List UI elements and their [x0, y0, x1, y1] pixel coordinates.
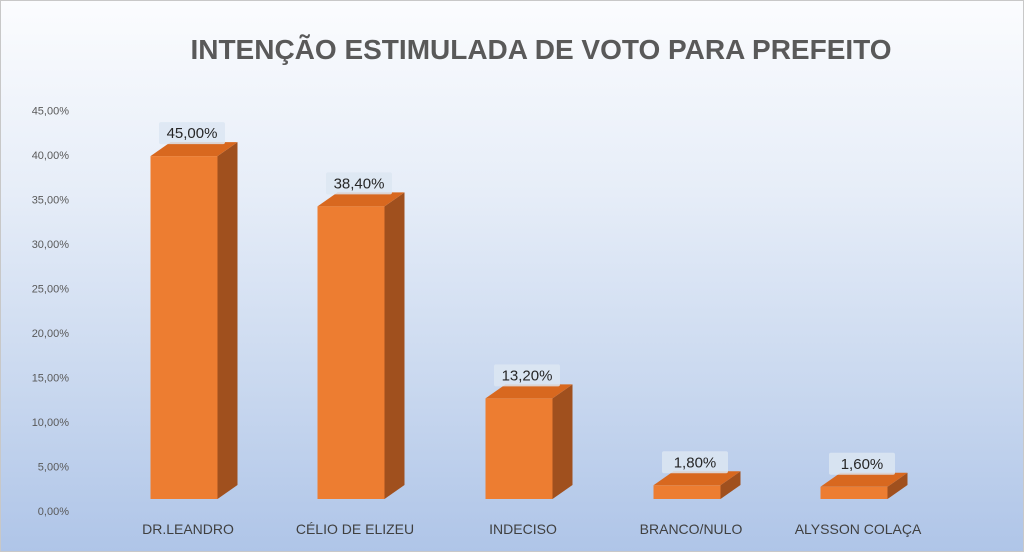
y-tick-label: 15,00% [32, 373, 70, 385]
y-tick-label: 0,00% [38, 506, 69, 518]
y-tick-label: 30,00% [32, 239, 70, 251]
data-label-box [159, 122, 225, 145]
chart-title: INTENÇÃO ESTIMULADA DE VOTO PARA PREFEIT… [190, 34, 891, 65]
data-labels: 45,00% 38,40% 13,20% 1,80% 1,60% [159, 122, 895, 475]
data-label: 45,00% [159, 122, 225, 145]
bar-top [653, 471, 741, 486]
data-label-text: 1,60% [841, 456, 884, 473]
data-label-box [829, 452, 895, 475]
bar [485, 384, 573, 499]
bar-top [820, 472, 908, 487]
bar-side [720, 471, 741, 499]
y-tick-label: 20,00% [32, 328, 70, 340]
data-label-box [494, 364, 560, 387]
y-tick-label: 35,00% [32, 195, 70, 207]
x-category-label: CÉLIO DE ELIZEU [296, 521, 414, 537]
data-label: 1,80% [662, 451, 728, 474]
y-tick-label: 45,00% [32, 106, 70, 118]
bar-side [384, 192, 405, 499]
data-label: 38,40% [326, 172, 392, 195]
bar-top [317, 192, 405, 207]
x-category-label: ALYSSON COLAÇA [795, 521, 922, 537]
data-label-text: 1,80% [674, 454, 717, 471]
bar [820, 472, 908, 499]
bar-front [485, 398, 553, 499]
y-axis: 0,00% 5,00% 10,00% 15,00% 20,00% 25,00% 30,00%… [32, 106, 70, 519]
x-category-label: BRANCO/NULO [640, 521, 743, 537]
bar-top [150, 142, 238, 157]
x-axis: DR.LEANDRO CÉLIO DE ELIZEU INDECISO BRANCO/… [142, 521, 922, 537]
data-label-text: 13,20% [502, 367, 553, 384]
bar [317, 192, 405, 499]
y-tick-label: 25,00% [32, 284, 70, 296]
data-label-text: 45,00% [167, 125, 218, 142]
bar [150, 142, 238, 499]
y-tick-label: 40,00% [32, 150, 70, 162]
data-label-box [662, 451, 728, 474]
x-category-label: INDECISO [489, 521, 557, 537]
data-label: 13,20% [494, 364, 560, 387]
bar [653, 471, 741, 499]
bars [150, 142, 908, 499]
bar-top [485, 384, 573, 399]
bar-front [150, 156, 218, 499]
bar-side [217, 142, 238, 499]
data-label-box [326, 172, 392, 195]
data-label: 1,60% [829, 452, 895, 475]
bar-side [887, 472, 908, 499]
x-category-label: DR.LEANDRO [142, 521, 234, 537]
bar-front [653, 485, 721, 499]
bar-front [820, 486, 888, 499]
y-tick-label: 5,00% [38, 462, 69, 474]
bar-side [552, 384, 573, 499]
y-tick-label: 10,00% [32, 417, 70, 429]
data-label-text: 38,40% [334, 175, 385, 192]
bar-front [317, 206, 385, 499]
